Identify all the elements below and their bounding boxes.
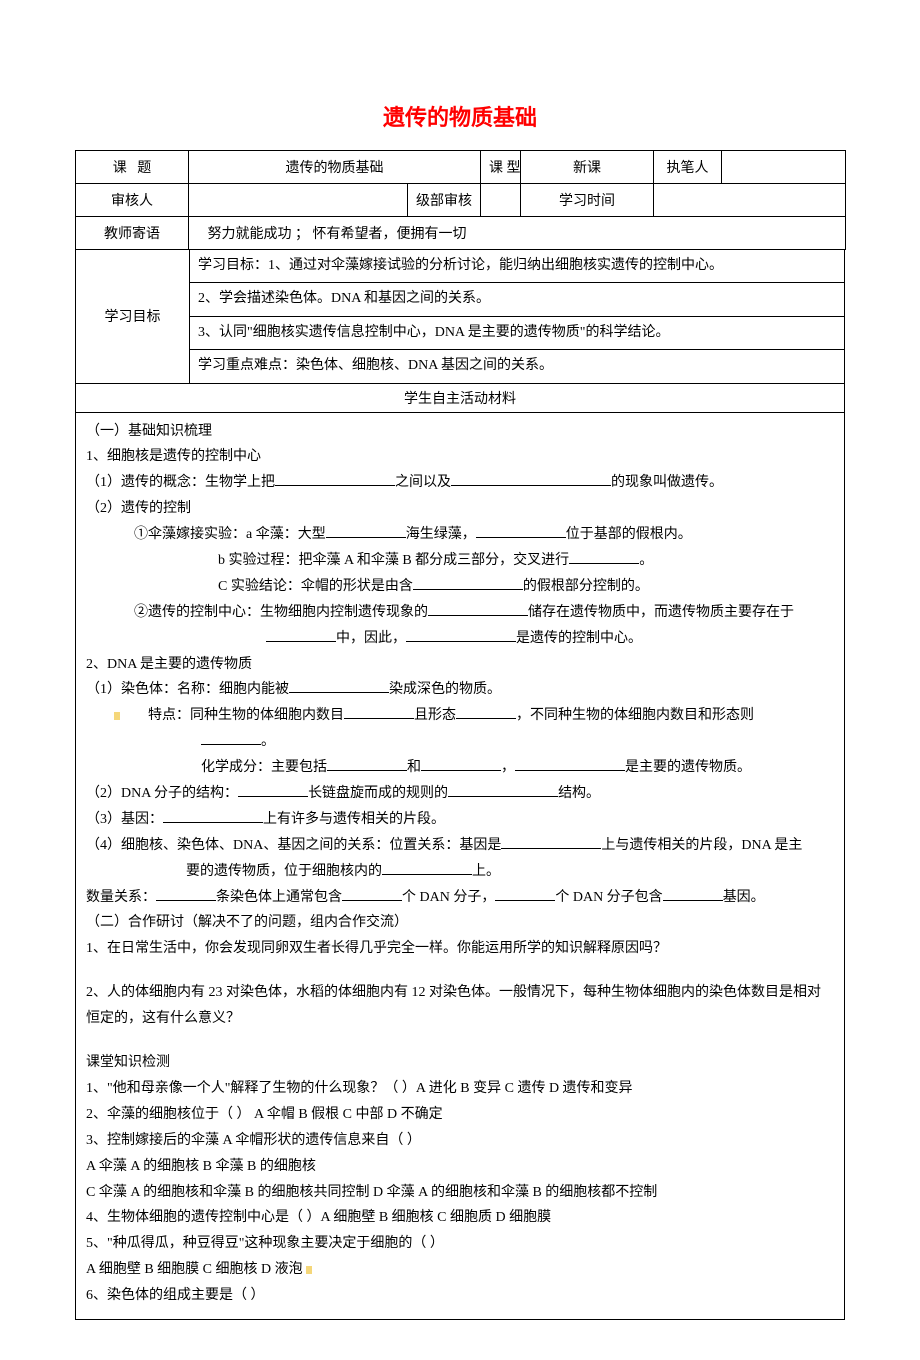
fill-blank[interactable] bbox=[428, 601, 528, 616]
test-item: 4、生物体细胞的遗传控制中心是（ ）A 细胞壁 B 细胞核 C 细胞质 D 细胞… bbox=[86, 1205, 834, 1231]
fill-blank[interactable] bbox=[275, 471, 395, 486]
text-line: b 实验过程：把伞藻 A 和伞藻 B 都分成三部分，交叉进行。 bbox=[86, 548, 834, 574]
fill-blank[interactable] bbox=[163, 808, 263, 823]
section-banner: 学生自主活动材料 bbox=[75, 384, 845, 413]
label-dept-review: 级部审核 bbox=[408, 184, 481, 217]
test-item: A 伞藻 A 的细胞核 B 伞藻 B 的细胞核 bbox=[86, 1154, 834, 1180]
value-reviewer bbox=[189, 184, 408, 217]
fill-blank[interactable] bbox=[413, 575, 523, 590]
label-study-time: 学习时间 bbox=[521, 184, 654, 217]
fill-blank[interactable] bbox=[421, 756, 501, 771]
text-line: （1）遗传的概念：生物学上把之间以及的现象叫做遗传。 bbox=[86, 470, 834, 496]
label-motto: 教师寄语 bbox=[76, 217, 189, 250]
text-line: 数量关系：条染色体上通常包含个 DAN 分子，个 DAN 分子包含基因。 bbox=[86, 885, 834, 911]
fill-blank[interactable] bbox=[451, 471, 611, 486]
label-reviewer: 审核人 bbox=[76, 184, 189, 217]
fill-blank[interactable] bbox=[382, 860, 472, 875]
fill-blank[interactable] bbox=[663, 886, 723, 901]
test-item: 1、"他和母亲像一个人"解释了生物的什么现象？（ ）A 进化 B 变异 C 遗传… bbox=[86, 1076, 834, 1102]
objectives-block: 学习目标 学习目标：1、通过对伞藻嫁接试验的分析讨论，能归纳出细胞核实遗传的控制… bbox=[75, 250, 845, 384]
value-dept-review bbox=[481, 184, 521, 217]
value-type: 新课 bbox=[521, 151, 654, 184]
test-item: A 细胞壁 B 细胞膜 C 细胞核 D 液泡 bbox=[86, 1257, 834, 1283]
text-line: ②遗传的控制中心：生物细胞内控制遗传现象的储存在遗传物质中，而遗传物质主要存在于 bbox=[86, 600, 834, 626]
fill-blank[interactable] bbox=[289, 678, 389, 693]
fill-blank[interactable] bbox=[266, 627, 336, 642]
header-row-2: 审核人 级部审核 学习时间 bbox=[76, 184, 846, 217]
fill-blank[interactable] bbox=[201, 730, 261, 745]
objective-line: 3、认同"细胞核实遗传信息控制中心，DNA 是主要的遗传物质"的科学结论。 bbox=[190, 317, 844, 350]
objective-line: 学习目标：1、通过对伞藻嫁接试验的分析讨论，能归纳出细胞核实遗传的控制中心。 bbox=[190, 250, 844, 283]
test-item: C 伞藻 A 的细胞核和伞藻 B 的细胞核共同控制 D 伞藻 A 的细胞核和伞藻… bbox=[86, 1180, 834, 1206]
section-heading: （二）合作研讨（解决不了的问题，组内合作交流） bbox=[86, 910, 834, 936]
fill-blank[interactable] bbox=[448, 782, 558, 797]
content-body: （一）基础知识梳理 1、细胞核是遗传的控制中心 （1）遗传的概念：生物学上把之间… bbox=[75, 413, 845, 1320]
fill-blank[interactable] bbox=[156, 886, 216, 901]
objective-line: 学习重点难点：染色体、细胞核、DNA 基因之间的关系。 bbox=[190, 350, 844, 382]
value-topic: 遗传的物质基础 bbox=[189, 151, 481, 184]
text-line: 化学成分：主要包括和，是主要的遗传物质。 bbox=[86, 755, 834, 781]
text-line: 2、DNA 是主要的遗传物质 bbox=[86, 652, 834, 678]
question: 1、在日常生活中，你会发现同卵双生者长得几乎完全一样。你能运用所学的知识解释原因… bbox=[86, 936, 834, 962]
fill-blank[interactable] bbox=[327, 756, 407, 771]
text-line: （3）基因：上有许多与遗传相关的片段。 bbox=[86, 807, 834, 833]
label-type: 课 型 bbox=[481, 151, 521, 184]
test-item: 6、染色体的组成主要是（ ） bbox=[86, 1283, 834, 1309]
objectives-body: 学习目标：1、通过对伞藻嫁接试验的分析讨论，能归纳出细胞核实遗传的控制中心。 2… bbox=[190, 250, 844, 383]
text-line: （2）遗传的控制 bbox=[86, 496, 834, 522]
fill-blank[interactable] bbox=[495, 886, 555, 901]
value-author bbox=[722, 151, 846, 184]
text-line: （2）DNA 分子的结构：长链盘旋而成的规则的结构。 bbox=[86, 781, 834, 807]
fill-blank[interactable] bbox=[344, 704, 414, 719]
section-heading: （一）基础知识梳理 bbox=[86, 419, 834, 445]
fill-blank[interactable] bbox=[326, 523, 406, 538]
fill-blank[interactable] bbox=[406, 627, 516, 642]
text-line: C 实验结论：伞帽的形状是由含的假根部分控制的。 bbox=[86, 574, 834, 600]
page: 遗传的物质基础 课 题 遗传的物质基础 课 型 新课 执笔人 审核人 级部审核 … bbox=[0, 0, 920, 1360]
section-heading: 课堂知识检测 bbox=[86, 1050, 834, 1076]
accent-dot bbox=[306, 1266, 312, 1274]
test-item: 3、控制嫁接后的伞藻 A 伞帽形状的遗传信息来自（ ） bbox=[86, 1128, 834, 1154]
header-row-3: 教师寄语 努力就能成功 ； 怀有希望者，便拥有一切 bbox=[76, 217, 846, 250]
header-table: 课 题 遗传的物质基础 课 型 新课 执笔人 审核人 级部审核 学习时间 教师寄… bbox=[75, 150, 846, 250]
text-line: ①伞藻嫁接实验：a 伞藻：大型海生绿藻，位于基部的假根内。 bbox=[86, 522, 834, 548]
label-author: 执笔人 bbox=[654, 151, 722, 184]
accent-dot bbox=[114, 712, 120, 720]
fill-blank[interactable] bbox=[456, 704, 516, 719]
text-line: 中，因此，是遗传的控制中心。 bbox=[86, 626, 834, 652]
value-study-time bbox=[654, 184, 846, 217]
fill-blank[interactable] bbox=[569, 549, 639, 564]
text-line: （4）细胞核、染色体、DNA、基因之间的关系：位置关系：基因是上与遗传相关的片段… bbox=[86, 833, 834, 859]
text-line: 1、细胞核是遗传的控制中心 bbox=[86, 444, 834, 470]
text-line: 。 bbox=[86, 729, 834, 755]
label-topic: 课 题 bbox=[76, 151, 189, 184]
text-line: 特点：同种生物的体细胞内数目且形态，不同种生物的体细胞内数目和形态则 bbox=[86, 703, 834, 729]
objective-line: 2、学会描述染色体。DNA 和基因之间的关系。 bbox=[190, 283, 844, 316]
fill-blank[interactable] bbox=[238, 782, 308, 797]
document-title: 遗传的物质基础 bbox=[75, 100, 845, 132]
label-objectives: 学习目标 bbox=[76, 250, 190, 383]
fill-blank[interactable] bbox=[342, 886, 402, 901]
header-row-1: 课 题 遗传的物质基础 课 型 新课 执笔人 bbox=[76, 151, 846, 184]
question: 2、人的体细胞内有 23 对染色体，水稻的体细胞内有 12 对染色体。一般情况下… bbox=[86, 980, 834, 1032]
test-item: 5、"种瓜得瓜，种豆得豆"这种现象主要决定于细胞的（ ） bbox=[86, 1231, 834, 1257]
text-line: （1）染色体：名称：细胞内能被染成深色的物质。 bbox=[86, 677, 834, 703]
test-item: 2、伞藻的细胞核位于（ ） A 伞帽 B 假根 C 中部 D 不确定 bbox=[86, 1102, 834, 1128]
fill-blank[interactable] bbox=[476, 523, 566, 538]
fill-blank[interactable] bbox=[515, 756, 625, 771]
value-motto: 努力就能成功 ； 怀有希望者，便拥有一切 bbox=[189, 217, 846, 250]
text-line: 要的遗传物质，位于细胞核内的上。 bbox=[86, 859, 834, 885]
fill-blank[interactable] bbox=[501, 834, 601, 849]
